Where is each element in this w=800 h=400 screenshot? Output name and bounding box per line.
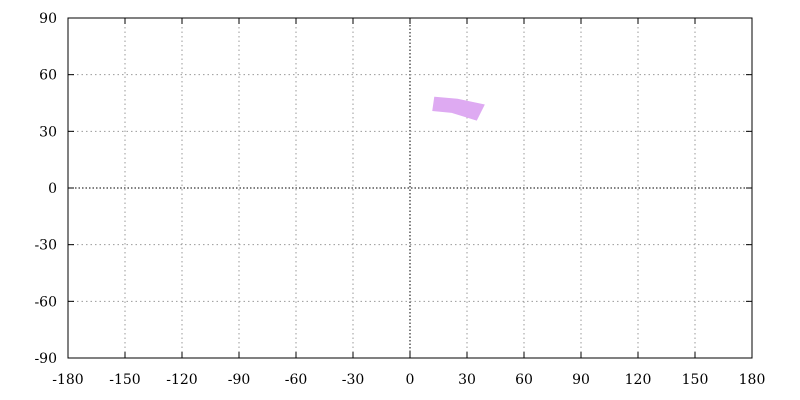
y-tick-label: 0 xyxy=(48,181,57,197)
y-tick-label: -30 xyxy=(34,238,57,254)
y-tick-label: 90 xyxy=(39,11,57,27)
x-tick-label: 0 xyxy=(406,372,415,388)
x-tick-label: -120 xyxy=(166,372,197,388)
y-tick-label: -60 xyxy=(34,294,57,310)
x-tick-label: 30 xyxy=(458,372,476,388)
plot-area xyxy=(432,96,485,121)
x-tick-label: -60 xyxy=(285,372,308,388)
x-tick-label: 60 xyxy=(515,372,533,388)
y-tick-label: 60 xyxy=(39,68,57,84)
region-polygon xyxy=(432,96,485,121)
y-tick-label: 30 xyxy=(39,124,57,140)
x-tick-label: -180 xyxy=(52,372,83,388)
x-tick-label: 150 xyxy=(682,372,709,388)
axes: -180 -150 -120 -90 -60 -30 0 30 60 90 120 150 180 -90… xyxy=(34,11,765,388)
x-tick-label: -150 xyxy=(109,372,140,388)
x-tick-label: 180 xyxy=(739,372,766,388)
x-tick-label: -30 xyxy=(342,372,365,388)
x-tick-label: 120 xyxy=(625,372,652,388)
x-tick-label: 90 xyxy=(572,372,590,388)
x-tick-label: -90 xyxy=(228,372,251,388)
y-tick-label: -90 xyxy=(34,351,57,367)
grid xyxy=(68,18,752,358)
